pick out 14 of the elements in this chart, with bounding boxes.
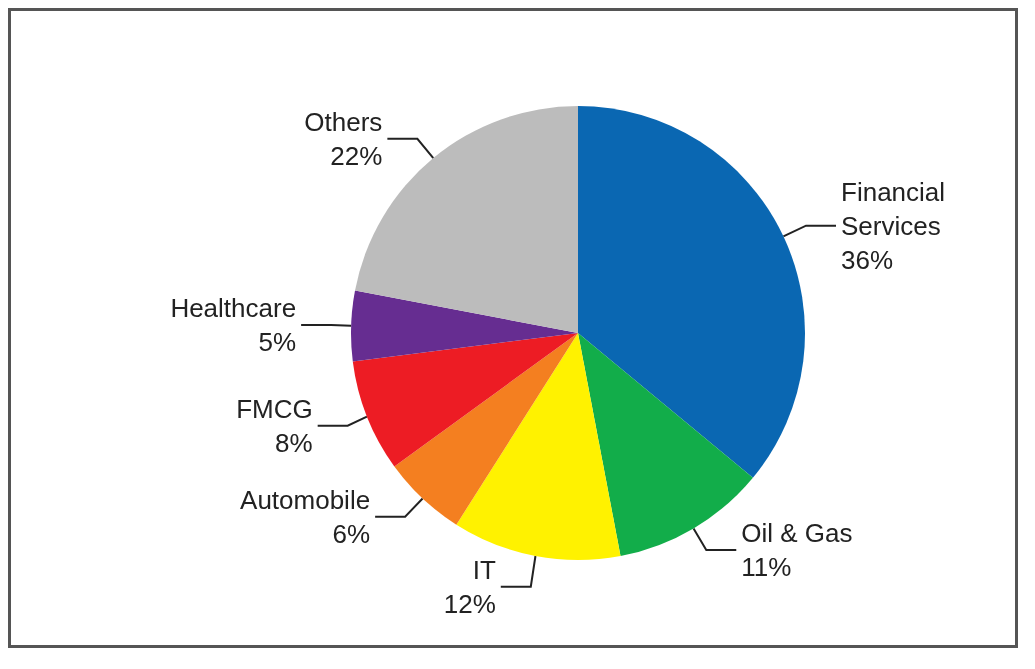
data-label: 8% xyxy=(275,427,313,458)
slice-label: FMCG xyxy=(236,393,313,424)
slice-label: Oil & Gas xyxy=(741,517,853,548)
data-label: 5% xyxy=(258,327,297,358)
slice-label: Financial Services xyxy=(841,176,953,241)
slice-label: Healthcare xyxy=(170,293,297,324)
slice-label: Others xyxy=(304,106,383,137)
data-label: 12% xyxy=(443,588,496,619)
data-label: 22% xyxy=(330,140,383,171)
slice-label: IT xyxy=(472,554,496,585)
data-label: 6% xyxy=(332,518,371,549)
slice-label: Automobile xyxy=(240,484,371,515)
data-label: 36% xyxy=(841,244,894,275)
data-label: 11% xyxy=(741,551,792,582)
